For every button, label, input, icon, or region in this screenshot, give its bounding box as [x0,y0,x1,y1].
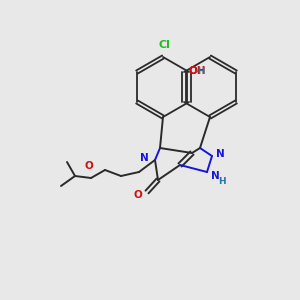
Text: OH: OH [188,66,206,76]
Text: O: O [85,161,93,171]
Text: -H: -H [194,67,206,76]
Text: N: N [211,171,220,181]
Text: H: H [218,178,226,187]
Text: O: O [133,190,142,200]
Text: N: N [140,153,149,163]
Text: O: O [188,66,197,76]
Text: N: N [216,149,225,159]
Text: Cl: Cl [158,40,170,50]
